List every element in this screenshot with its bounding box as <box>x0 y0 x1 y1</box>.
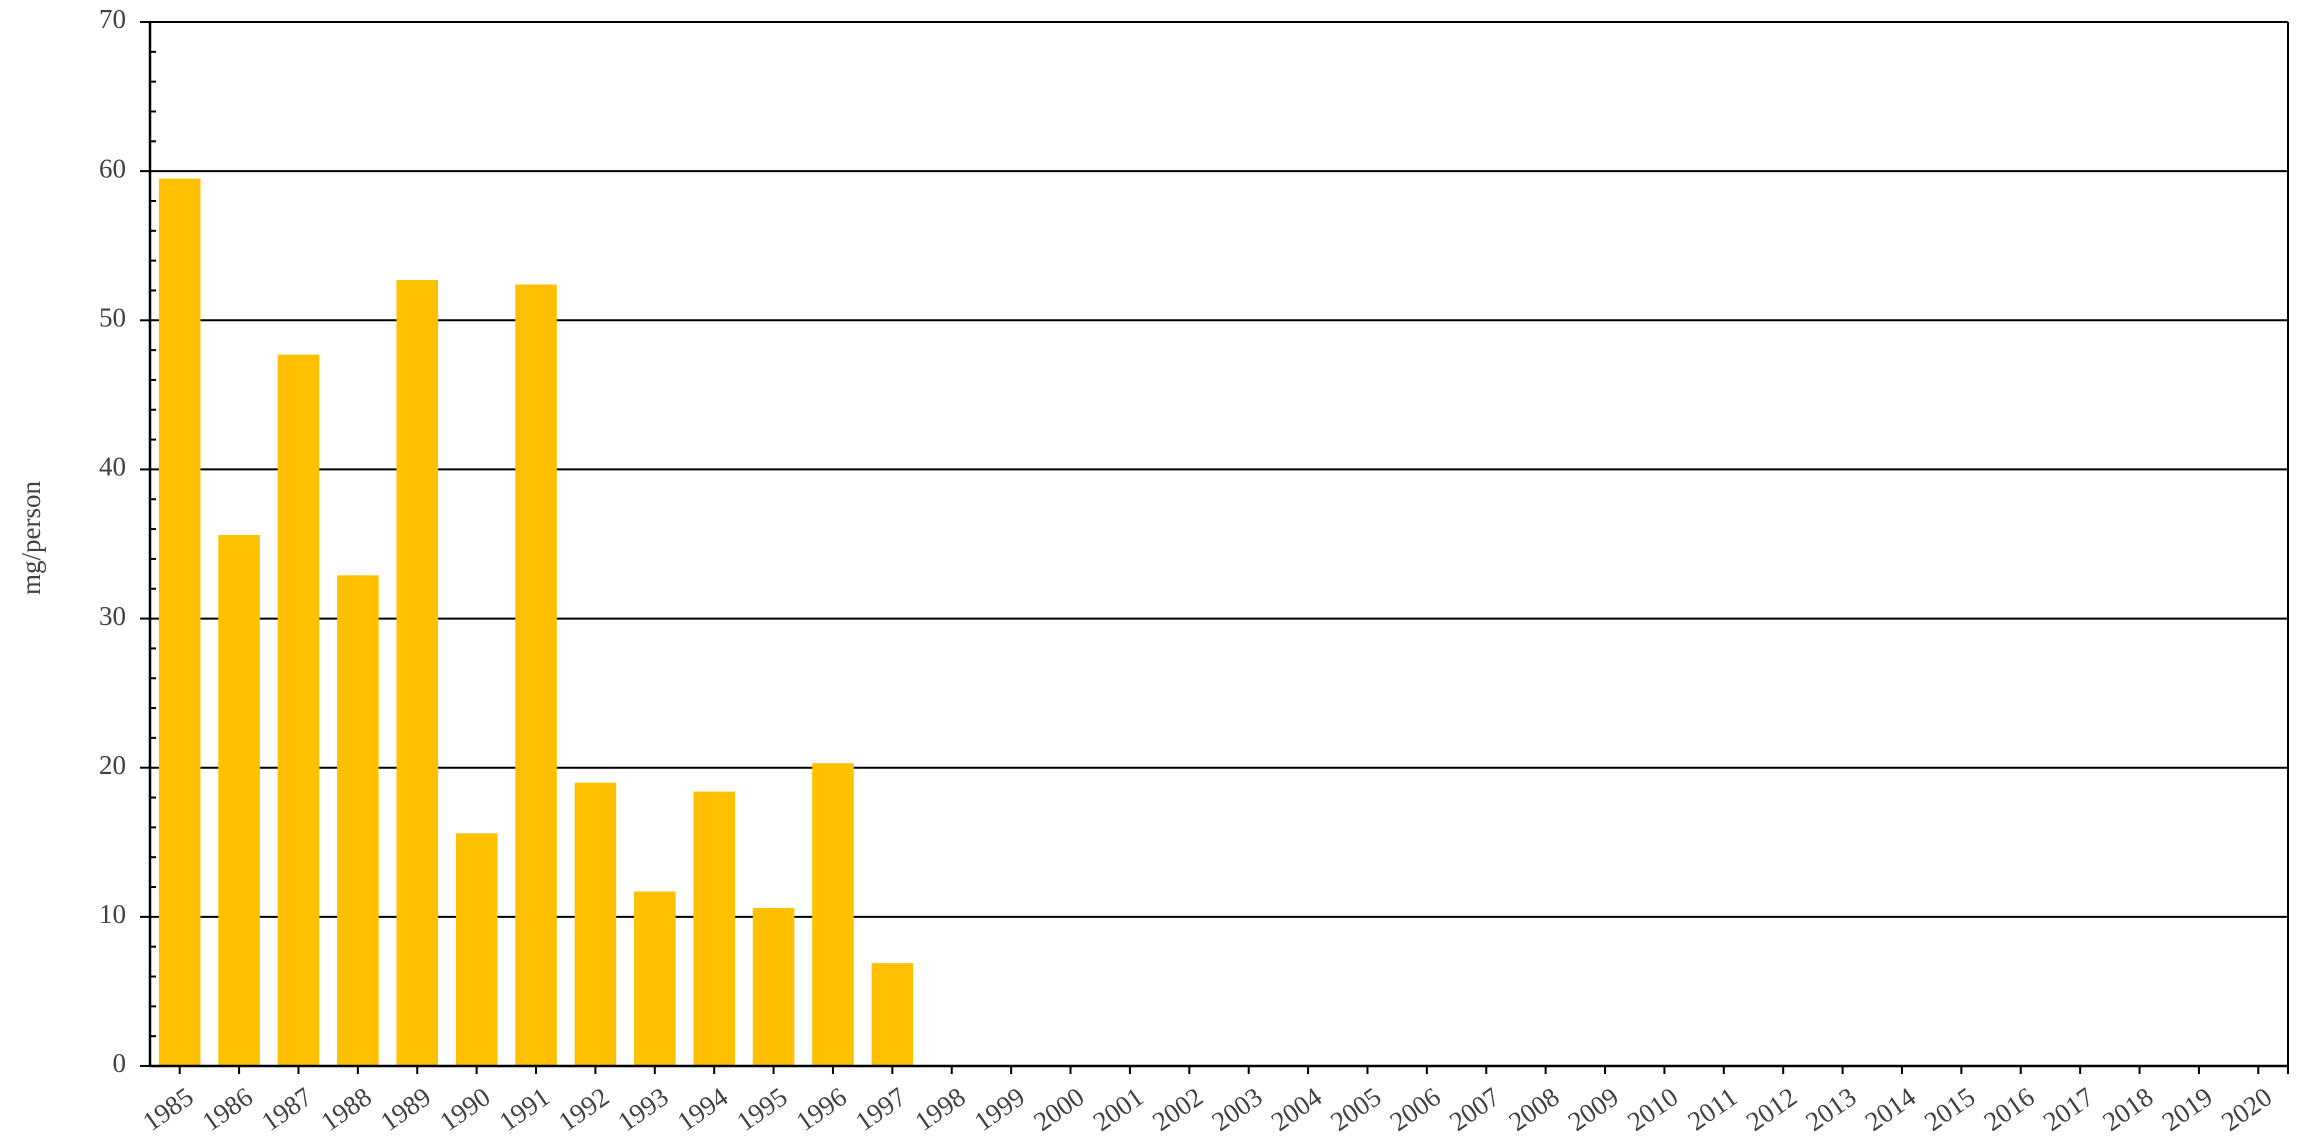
x-tick-label: 2002 <box>1147 1081 1208 1137</box>
x-tick-label: 2003 <box>1206 1081 1267 1137</box>
x-tick-label: 1990 <box>434 1081 495 1137</box>
x-tick-label: 2000 <box>1028 1081 1089 1137</box>
bar-1986 <box>218 535 260 1066</box>
x-tick-label: 2010 <box>1622 1081 1683 1137</box>
x-tick-label: 2018 <box>2097 1081 2158 1137</box>
x-tick-label: 2016 <box>1978 1081 2039 1137</box>
x-tick-label: 1999 <box>969 1081 1030 1137</box>
bar-1995 <box>752 907 795 1066</box>
bar-1992 <box>574 782 617 1066</box>
y-tick-label: 70 <box>99 4 126 34</box>
x-tick-label: 1987 <box>256 1081 317 1137</box>
y-tick-label: 60 <box>99 153 126 183</box>
y-tick-label: 30 <box>99 601 126 631</box>
x-tick-label: 2019 <box>2156 1081 2217 1137</box>
y-tick-labels: 0 10 20 30 40 50 60 70 <box>99 4 126 1078</box>
bar-1990 <box>455 833 498 1066</box>
x-tick-label: 2008 <box>1503 1081 1564 1137</box>
bar-1985 <box>158 178 201 1067</box>
x-tick-label: 1994 <box>672 1081 734 1137</box>
x-tick-label: 1997 <box>850 1081 911 1137</box>
bar-1987 <box>277 354 320 1066</box>
x-tick-label: 2001 <box>1087 1081 1148 1137</box>
x-tick-label: 2017 <box>2038 1081 2099 1137</box>
x-tick-label: 2007 <box>1444 1081 1505 1137</box>
x-tick-label: 1989 <box>375 1081 436 1137</box>
y-tick-label: 10 <box>99 899 126 929</box>
x-tick-label: 1996 <box>791 1081 852 1137</box>
x-tick-label: 1998 <box>909 1081 970 1137</box>
bar-1988 <box>337 575 379 1066</box>
y-tick-label: 40 <box>99 452 126 482</box>
x-tick-labels: 1985198619871988198919901991199219931994… <box>137 1081 2277 1137</box>
x-tick-label: 2020 <box>2216 1081 2277 1137</box>
bar-1989 <box>396 280 439 1066</box>
x-tick-label: 1988 <box>315 1081 376 1137</box>
x-tick-label: 1993 <box>612 1081 673 1137</box>
bar-1996 <box>812 763 854 1066</box>
x-tick-label: 1992 <box>553 1081 614 1137</box>
x-tick-label: 2004 <box>1266 1081 1328 1137</box>
x-tick-label: 1986 <box>197 1081 258 1137</box>
x-tick-label: 1991 <box>494 1081 555 1137</box>
x-tick-label: 2005 <box>1325 1081 1386 1137</box>
x-tick-label: 2011 <box>1682 1081 1743 1136</box>
gridlines <box>150 21 2288 918</box>
bar-1993 <box>634 891 676 1066</box>
x-tick-label: 2014 <box>1860 1081 1922 1137</box>
axes <box>140 21 2289 1074</box>
x-tick-label: 2006 <box>1384 1081 1445 1137</box>
bar-1997 <box>871 963 914 1066</box>
y-tick-label: 0 <box>113 1048 127 1078</box>
x-tick-label: 2015 <box>1919 1081 1980 1137</box>
x-tick-label: 2012 <box>1741 1081 1802 1137</box>
x-tick-label: 2013 <box>1800 1081 1861 1137</box>
x-tick-label: 2009 <box>1563 1081 1624 1137</box>
bar-1991 <box>515 284 557 1066</box>
x-tick-label: 1995 <box>731 1081 792 1137</box>
y-axis-title: mg/person <box>16 481 46 595</box>
x-tick-label: 1985 <box>137 1081 198 1137</box>
bar-1994 <box>693 791 735 1066</box>
bars <box>158 178 914 1067</box>
y-tick-label: 20 <box>99 750 126 780</box>
y-tick-label: 50 <box>99 302 126 332</box>
